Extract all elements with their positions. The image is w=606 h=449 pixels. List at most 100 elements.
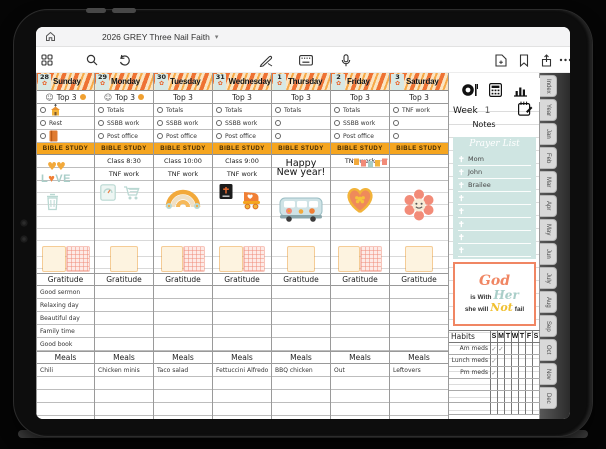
- home-icon[interactable]: [45, 31, 56, 42]
- more-icon[interactable]: [557, 52, 570, 68]
- habit-check-cell[interactable]: [532, 343, 539, 354]
- habit-check-cell[interactable]: [532, 403, 539, 414]
- top3-label: Top 3: [115, 92, 136, 102]
- tab-dec[interactable]: Dec: [540, 387, 557, 409]
- tab-label: Mar: [545, 176, 551, 188]
- habit-check-cell[interactable]: [504, 355, 511, 366]
- checkbox-circle[interactable]: [40, 107, 46, 113]
- checkbox-circle[interactable]: [216, 120, 222, 126]
- habit-check-cell[interactable]: [525, 343, 532, 354]
- habit-check-cell[interactable]: [511, 391, 518, 402]
- keyboard-icon[interactable]: [298, 52, 314, 68]
- add-page-icon[interactable]: [493, 52, 509, 68]
- habit-check-cell[interactable]: [518, 355, 525, 366]
- bookmark-icon[interactable]: [516, 52, 532, 68]
- checkbox-circle[interactable]: [393, 107, 399, 113]
- tab-apr[interactable]: Apr: [540, 195, 557, 217]
- meal-plate-icon[interactable]: [461, 83, 478, 97]
- tab-may[interactable]: May: [540, 219, 557, 241]
- checkbox-circle[interactable]: [216, 107, 222, 113]
- notepad-icon[interactable]: [518, 101, 533, 116]
- bar-chart-icon[interactable]: [513, 83, 528, 97]
- tab-jan[interactable]: Jan: [540, 123, 557, 145]
- share-icon[interactable]: [538, 52, 554, 68]
- habit-check-cell[interactable]: [504, 367, 511, 378]
- volume-button-1: [86, 8, 106, 13]
- checkbox-circle[interactable]: [40, 133, 46, 139]
- habit-check-cell[interactable]: [525, 391, 532, 402]
- habit-check-cell[interactable]: [518, 391, 525, 402]
- tab-jun[interactable]: Jun: [540, 243, 557, 265]
- undo-icon[interactable]: [116, 52, 132, 68]
- habit-check-cell[interactable]: [504, 343, 511, 354]
- habit-check-cell[interactable]: ✓: [497, 343, 504, 354]
- habit-check-cell[interactable]: [504, 379, 511, 390]
- checkbox-circle[interactable]: [334, 107, 340, 113]
- habit-check-cell[interactable]: [511, 379, 518, 390]
- habit-check-cell[interactable]: [497, 391, 504, 402]
- habit-check-cell[interactable]: [525, 379, 532, 390]
- habit-check-cell[interactable]: [518, 403, 525, 414]
- habit-check-cell[interactable]: [497, 367, 504, 378]
- tab-mar[interactable]: Mar: [540, 171, 557, 193]
- habit-check-cell[interactable]: [490, 379, 497, 390]
- tab-aug[interactable]: Aug: [540, 291, 557, 313]
- habit-check-cell[interactable]: [490, 391, 497, 402]
- habit-check-cell[interactable]: [497, 379, 504, 390]
- checkbox-circle[interactable]: [275, 107, 281, 113]
- habit-check-cell[interactable]: [518, 367, 525, 378]
- habit-check-cell[interactable]: [497, 403, 504, 414]
- tab-nov[interactable]: Nov: [540, 363, 557, 385]
- habit-check-cell[interactable]: [532, 391, 539, 402]
- habit-check-cell[interactable]: [504, 391, 511, 402]
- checkbox-circle[interactable]: [98, 120, 104, 126]
- tab-index[interactable]: Index: [540, 75, 557, 97]
- tab-july[interactable]: July: [540, 267, 557, 289]
- habit-check-cell[interactable]: [511, 343, 518, 354]
- habit-check-cell[interactable]: [532, 379, 539, 390]
- checkbox-circle[interactable]: [216, 133, 222, 139]
- gratitude-row: [272, 338, 330, 351]
- checkbox-circle[interactable]: [275, 133, 281, 139]
- habit-check-cell[interactable]: [525, 355, 532, 366]
- checkbox-circle[interactable]: [393, 120, 399, 126]
- habit-check-cell[interactable]: ✓: [490, 343, 497, 354]
- top3-row: Top 3: [213, 91, 271, 104]
- pen-icon[interactable]: [258, 52, 274, 68]
- checkbox-circle[interactable]: [40, 120, 46, 126]
- habit-check-cell[interactable]: [504, 403, 511, 414]
- bible-line: Class 8:30: [95, 155, 153, 168]
- checkbox-circle[interactable]: [98, 107, 104, 113]
- habit-check-cell[interactable]: [518, 379, 525, 390]
- habit-check-cell[interactable]: ✓: [490, 367, 497, 378]
- tab-feb[interactable]: Feb: [540, 147, 557, 169]
- checkbox-circle[interactable]: [157, 133, 163, 139]
- habit-check-cell[interactable]: [511, 355, 518, 366]
- tab-sep[interactable]: Sep: [540, 315, 557, 337]
- tab-oct[interactable]: Oct: [540, 339, 557, 361]
- checkbox-circle[interactable]: [275, 120, 281, 126]
- search-icon[interactable]: [84, 52, 100, 68]
- mic-icon[interactable]: [338, 52, 354, 68]
- habit-check-cell[interactable]: [525, 403, 532, 414]
- habit-check-cell[interactable]: [490, 403, 497, 414]
- checkbox-circle[interactable]: [157, 120, 163, 126]
- checkbox-circle[interactable]: [334, 133, 340, 139]
- tab-year[interactable]: Year: [540, 99, 557, 121]
- grid-icon[interactable]: [39, 52, 55, 68]
- habit-check-cell[interactable]: [497, 355, 504, 366]
- habit-check-cell[interactable]: [532, 355, 539, 366]
- checkbox-circle[interactable]: [98, 133, 104, 139]
- habit-check-cell[interactable]: [511, 403, 518, 414]
- checkbox-circle[interactable]: [157, 107, 163, 113]
- habit-check-cell[interactable]: [518, 343, 525, 354]
- checkbox-circle[interactable]: [393, 133, 399, 139]
- habit-check-cell[interactable]: [511, 367, 518, 378]
- calculator-icon[interactable]: [488, 83, 502, 97]
- checkbox-circle[interactable]: [334, 120, 340, 126]
- habit-check-cell[interactable]: [532, 367, 539, 378]
- habit-check-cell[interactable]: [525, 367, 532, 378]
- document-title[interactable]: 2026 GREY Three Nail Faith ▾: [102, 32, 218, 42]
- gratitude-header: Gratitude: [154, 273, 212, 286]
- habit-check-cell[interactable]: ✓: [490, 355, 497, 366]
